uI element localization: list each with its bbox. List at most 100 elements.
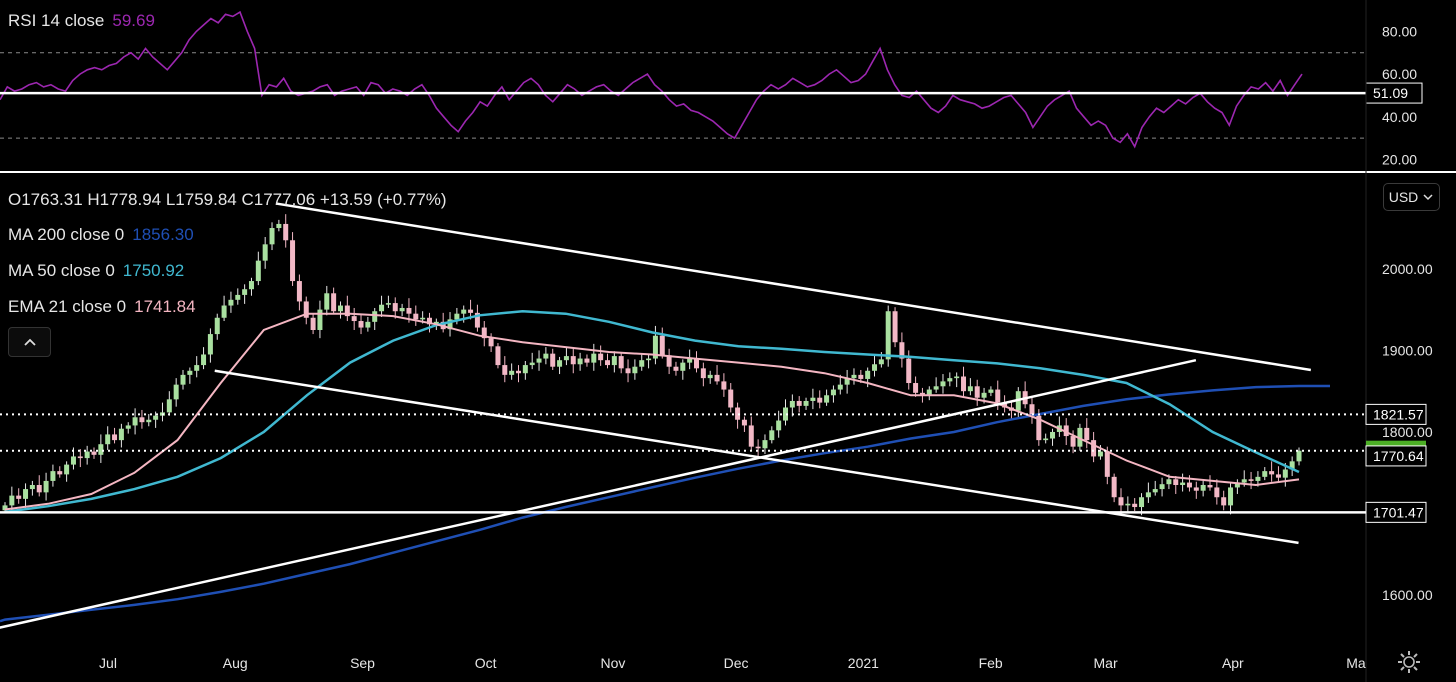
- candle-body: [570, 356, 576, 365]
- candle-body: [803, 400, 809, 406]
- candle-body: [509, 370, 515, 375]
- candle-body: [796, 400, 802, 406]
- candle-body: [214, 317, 220, 335]
- candle-body: [550, 353, 556, 367]
- candle-body: [810, 397, 816, 401]
- candle-body: [36, 485, 42, 493]
- candle-body: [1159, 484, 1165, 490]
- candle-body: [926, 389, 932, 395]
- candle-body: [865, 370, 871, 379]
- candle-body: [858, 374, 864, 379]
- candle-body: [351, 316, 357, 322]
- gear-icon: [1398, 651, 1420, 673]
- candle-body: [1228, 487, 1234, 506]
- candle-body: [687, 358, 693, 363]
- candle-body: [255, 260, 261, 282]
- candle-body: [995, 389, 1001, 403]
- candle-body: [269, 228, 275, 245]
- rsi-legend: RSI 14 close 59.69: [8, 11, 155, 31]
- candle-body: [324, 293, 330, 310]
- candle-body: [1269, 471, 1275, 475]
- candle-body: [885, 311, 891, 360]
- time-x-axis: Jul Aug Sep Oct Nov Dec 2021 Feb Mar Apr Ma: [99, 655, 1366, 671]
- level-label: 1770.64: [1373, 448, 1424, 464]
- rsi-tick-label: 20.00: [1382, 151, 1417, 167]
- candle-body: [1132, 503, 1138, 508]
- candle-body: [365, 321, 371, 328]
- candle-body: [70, 456, 76, 465]
- candle-body: [180, 374, 186, 385]
- candle-body: [481, 327, 487, 339]
- candle-body: [77, 456, 83, 459]
- candle-body: [296, 281, 302, 302]
- candle-body: [522, 365, 528, 374]
- candle-body: [529, 362, 535, 366]
- rsi-tick-label: 60.00: [1382, 66, 1417, 82]
- candle-body: [988, 389, 994, 393]
- candle-body: [1241, 479, 1247, 483]
- candle-body: [29, 485, 35, 490]
- candle-body: [1125, 503, 1131, 506]
- candle-body: [242, 289, 248, 295]
- candle-body: [618, 356, 624, 369]
- candle-body: [919, 392, 925, 395]
- candle-body: [563, 356, 569, 361]
- candle-body: [1070, 436, 1076, 447]
- candle-body: [694, 358, 700, 369]
- candle-body: [23, 489, 29, 499]
- candle-body: [262, 244, 268, 261]
- candle-body: [632, 366, 638, 374]
- candle-body: [16, 495, 22, 499]
- candle-body: [248, 281, 254, 290]
- candle-body: [385, 303, 391, 305]
- candle-body: [837, 384, 843, 390]
- candle-body: [2, 505, 8, 511]
- candle-body: [906, 358, 912, 384]
- candle-body: [817, 397, 823, 403]
- ma50-line: [4, 309, 1300, 514]
- time-tick-label: Mar: [1094, 655, 1118, 671]
- candle-body: [1200, 485, 1206, 491]
- candle-body: [310, 317, 316, 330]
- collapse-legend-button[interactable]: [8, 327, 51, 357]
- candle-body: [153, 415, 159, 420]
- currency-selector[interactable]: USD: [1383, 183, 1440, 211]
- candle-body: [673, 366, 679, 371]
- trendlines[interactable]: [0, 202, 1312, 632]
- price-tick-label: 1600.00: [1382, 587, 1433, 603]
- trendline: [0, 358, 1197, 629]
- ema21-legend: EMA 21 close 0 1741.84: [8, 297, 196, 317]
- candle-body: [207, 334, 213, 355]
- candle-body: [1282, 469, 1288, 478]
- candle-body: [461, 309, 467, 314]
- candle-body: [132, 417, 138, 426]
- trendline: [276, 202, 1312, 372]
- candle-body: [187, 370, 193, 375]
- candle-body: [488, 338, 494, 347]
- horizontal-levels[interactable]: [0, 413, 1366, 514]
- ma200-legend: MA 200 close 0 1856.30: [8, 225, 194, 245]
- level-label: 1701.47: [1373, 504, 1424, 520]
- candle-body: [892, 311, 898, 343]
- settings-gear-icon[interactable]: [1397, 650, 1421, 674]
- candle-body: [598, 353, 604, 361]
- chevron-up-icon: [23, 338, 36, 346]
- candle-body: [981, 392, 987, 398]
- candle-body: [125, 425, 131, 429]
- level-label: 1821.57: [1373, 406, 1424, 422]
- candle-body: [454, 313, 460, 320]
- candle-body: [105, 434, 111, 445]
- candle-body: [1145, 492, 1151, 498]
- candle-body: [536, 358, 542, 363]
- rsi-panel: 80.00 60.00 40.00 20.00 51.09: [0, 10, 1423, 167]
- trendline: [214, 369, 1299, 545]
- candle-body: [1296, 450, 1302, 462]
- candle-body: [201, 354, 207, 366]
- candle-body: [755, 446, 761, 449]
- candle-body: [604, 360, 610, 366]
- ma50-legend-label: MA 50 close 0: [8, 261, 115, 280]
- rsi-legend-value: 59.69: [112, 11, 155, 30]
